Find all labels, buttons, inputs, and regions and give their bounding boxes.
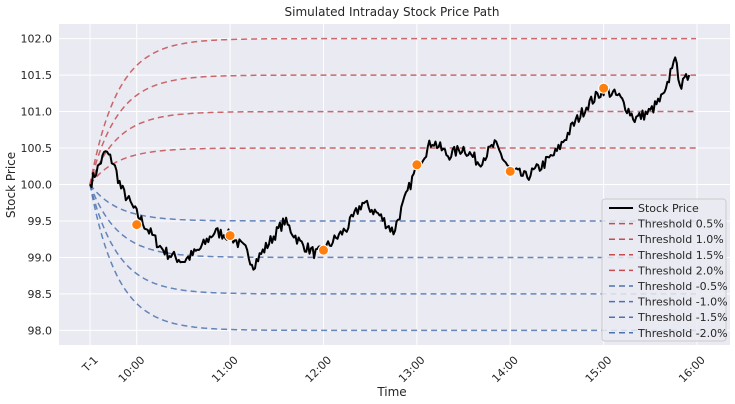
legend-label: Threshold -1.0%	[637, 296, 728, 309]
legend-label: Threshold 1.5%	[637, 249, 724, 262]
legend-label: Threshold -1.5%	[637, 311, 728, 324]
y-tick-labels: 98.0 98.5 99.0 99.5 100.0 100.5 101.0 101.5 102.…	[21, 33, 53, 338]
threshold-line	[89, 37, 696, 185]
legend-label: Threshold 1.0%	[637, 233, 724, 246]
y-tick-label: 99.5	[28, 215, 53, 228]
chart-title: Simulated Intraday Stock Price Path	[285, 5, 500, 19]
legend-label: Stock Price	[638, 202, 699, 215]
price-series	[89, 56, 691, 271]
hourly-marker	[411, 159, 423, 171]
x-tick-label: 14:00	[489, 354, 521, 386]
threshold-line	[89, 184, 696, 295]
y-tick-label: 98.5	[28, 288, 53, 301]
legend-label: Threshold -0.5%	[637, 280, 728, 293]
legend-label: Threshold 0.5%	[637, 218, 724, 231]
y-tick-label: 101.5	[21, 69, 53, 82]
hourly-marker	[504, 165, 516, 177]
hourly-marker	[224, 230, 236, 242]
hourly-marker	[317, 244, 329, 256]
stock-price-line	[89, 56, 691, 271]
y-tick-label: 100.5	[21, 142, 53, 155]
x-axis-title: Time	[376, 385, 406, 399]
legend-label: Threshold 2.0%	[637, 264, 724, 277]
threshold-line	[89, 74, 696, 185]
legend: Stock Price Threshold 0.5% Threshold 1.0% T…	[601, 198, 728, 342]
hourly-marker	[598, 82, 610, 94]
y-tick-label: 101.0	[21, 106, 53, 119]
x-tick-label: 11:00	[209, 354, 241, 386]
x-tick-label: 16:00	[676, 354, 708, 386]
y-tick-label: 100.0	[21, 179, 53, 192]
y-tick-label: 102.0	[21, 33, 53, 46]
legend-label: Threshold -2.0%	[637, 327, 728, 340]
y-axis-title: Stock Price	[4, 152, 18, 218]
x-tick-labels: T-1 10:00 11:00 12:00 13:00 14:00 15:00 16:00	[79, 354, 708, 386]
legend-box	[601, 198, 727, 342]
price-markers	[131, 82, 610, 256]
y-tick-label: 98.0	[28, 324, 53, 337]
x-tick-label: 15:00	[583, 354, 615, 386]
threshold-line	[89, 184, 696, 332]
y-tick-label: 99.0	[28, 251, 53, 264]
hourly-marker	[131, 219, 143, 231]
threshold-line	[89, 110, 696, 185]
threshold-line	[89, 184, 696, 222]
x-tick-label: 12:00	[303, 354, 335, 386]
x-tick-label: 13:00	[396, 354, 428, 386]
x-tick-label: 10:00	[116, 354, 148, 386]
threshold-line	[89, 147, 696, 185]
x-tick-label: T-1	[79, 354, 101, 376]
